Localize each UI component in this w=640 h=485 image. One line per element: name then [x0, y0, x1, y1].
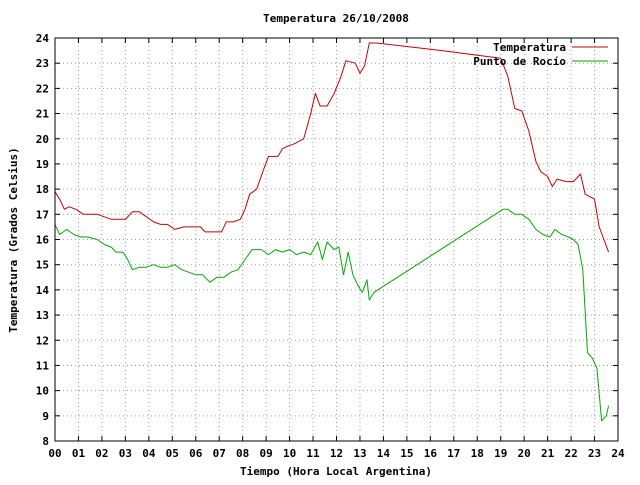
x-tick-label: 07: [213, 447, 226, 460]
y-tick-label: 18: [36, 183, 49, 196]
x-tick-label: 14: [377, 447, 391, 460]
x-tick-label: 03: [119, 447, 132, 460]
y-tick-label: 13: [36, 309, 49, 322]
y-tick-label: 10: [36, 385, 49, 398]
x-tick-label: 17: [447, 447, 460, 460]
x-tick-label: 10: [283, 447, 296, 460]
x-tick-label: 06: [189, 447, 203, 460]
y-tick-label: 9: [42, 410, 49, 423]
x-tick-label: 12: [330, 447, 343, 460]
y-tick-label: 8: [42, 435, 49, 448]
y-tick-label: 11: [36, 359, 50, 372]
series-layer: [54, 42, 610, 422]
x-tick-label: 00: [48, 447, 61, 460]
x-tick-label: 24: [611, 447, 625, 460]
x-tick-label: 05: [166, 447, 179, 460]
x-axis-label: Tiempo (Hora Local Argentina): [240, 465, 432, 478]
x-tick-label: 20: [518, 447, 531, 460]
y-tick-label: 16: [36, 234, 50, 247]
y-tick-label: 12: [36, 334, 49, 347]
y-tick-label: 17: [36, 208, 49, 221]
x-tick-label: 15: [400, 447, 413, 460]
x-tick-label: 23: [588, 447, 601, 460]
x-tick-label: 08: [236, 447, 249, 460]
x-tick-label: 11: [306, 447, 320, 460]
x-tick-label: 19: [494, 447, 507, 460]
y-tick-label: 24: [36, 32, 50, 45]
y-tick-label: 15: [36, 259, 49, 272]
grid: [55, 38, 618, 441]
x-tick-label: 02: [95, 447, 108, 460]
series-line-temperatura: [54, 42, 610, 253]
y-axis-label: Temperatura (Grados Celsius): [7, 147, 20, 332]
x-tick-label: 21: [541, 447, 555, 460]
x-tick-label: 13: [353, 447, 366, 460]
series-line-punto-de-rocio: [54, 208, 610, 422]
x-tick-label: 09: [260, 447, 273, 460]
legend-label: Temperatura: [493, 41, 566, 54]
chart-title: Temperatura 26/10/2008: [263, 12, 409, 25]
x-tick-label: 22: [564, 447, 577, 460]
ticks: 8 9 10 11 12 13 14 15 16 17 18 19 20 21 22 23 24 00 01 02 03…: [36, 32, 625, 460]
x-tick-label: 04: [142, 447, 156, 460]
y-tick-label: 23: [36, 57, 49, 70]
y-tick-label: 20: [36, 133, 49, 146]
y-tick-label: 21: [36, 108, 50, 121]
x-tick-label: 18: [471, 447, 484, 460]
legend-label: Punto de Rocío: [473, 55, 566, 68]
x-tick-label: 01: [72, 447, 86, 460]
y-tick-label: 22: [36, 82, 49, 95]
y-tick-label: 19: [36, 158, 49, 171]
x-tick-label: 16: [424, 447, 438, 460]
y-tick-label: 14: [36, 284, 50, 297]
